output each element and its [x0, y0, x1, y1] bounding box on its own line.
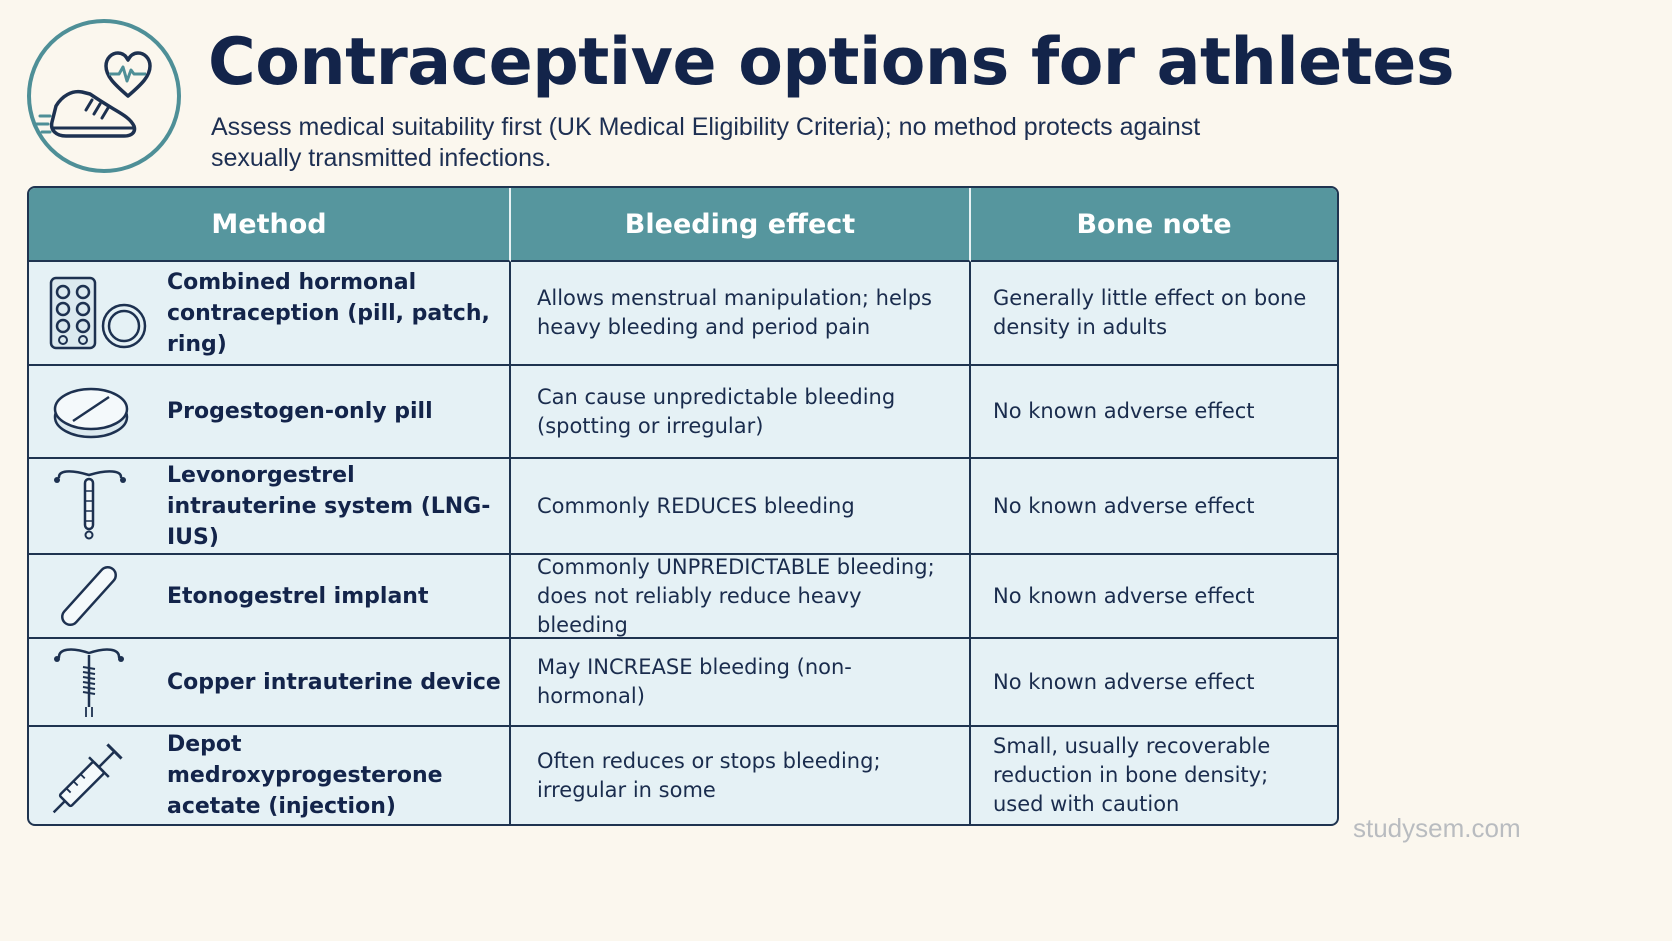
- bone-cell: Small, usually recoverable reduction in …: [993, 734, 1271, 816]
- pill-icon: [45, 373, 149, 451]
- bleeding-cell: Commonly UNPREDICTABLE bleeding; does no…: [511, 555, 971, 639]
- iud-icon: [45, 467, 149, 545]
- running-shoe-heart-icon: [27, 19, 181, 173]
- watermark: studysem.com: [1353, 813, 1521, 843]
- page-subtitle: Assess medical suitability first (UK Med…: [211, 113, 1201, 172]
- copper-iud-icon: [45, 643, 149, 721]
- contraceptive-table: Method Bleeding effect Bone note Combine…: [27, 186, 1339, 826]
- bleeding-cell: Often reduces or stops bleeding; irregul…: [511, 727, 971, 824]
- syringe-icon: [45, 737, 149, 815]
- bone-cell: No known adverse effect: [971, 459, 1337, 555]
- method-name: Etonogestrel implant: [167, 583, 429, 609]
- page-title: Contraceptive options for athletes: [208, 25, 1455, 100]
- bleeding-cell: Can cause unpredictable bleeding (spotti…: [511, 366, 971, 459]
- table-row-method-cell: Levonorgestrel intrauterine system (LNG-…: [29, 459, 511, 555]
- table-row-method-cell: Depot medroxyprogesterone acetate (injec…: [29, 727, 511, 824]
- method-name: Depot medroxyprogesterone acetate (injec…: [167, 732, 443, 819]
- column-header-bone: Bone note: [971, 188, 1337, 262]
- table-row-method-cell: Combined hormonal contraception (pill, p…: [29, 262, 511, 366]
- bleeding-cell: Commonly REDUCES bleeding: [511, 459, 971, 555]
- method-name: Copper intrauterine device: [167, 669, 501, 695]
- method-name: Combined hormonal contraception (pill, p…: [167, 269, 490, 357]
- bone-cell: No known adverse effect: [971, 639, 1337, 727]
- method-name: Progestogen-only pill: [167, 399, 433, 424]
- method-name: Levonorgestrel intrauterine system (LNG-…: [167, 462, 491, 550]
- bone-cell: No known adverse effect: [971, 555, 1337, 639]
- bleeding-cell: May INCREASE bleeding (non-hormonal): [511, 639, 971, 727]
- pill-pack-ring-icon: [45, 274, 149, 352]
- bone-cell: Generally little effect on bone density …: [971, 262, 1337, 366]
- table-row-method-cell: Progestogen-only pill: [29, 366, 511, 459]
- logo: [26, 18, 182, 174]
- column-header-method: Method: [29, 188, 511, 262]
- implant-rod-icon: [45, 557, 149, 635]
- table-row-method-cell: Etonogestrel implant: [29, 555, 511, 639]
- bleeding-cell: Allows menstrual manipulation; helps hea…: [511, 262, 971, 366]
- table-row-method-cell: Copper intrauterine device: [29, 639, 511, 727]
- column-header-bleeding: Bleeding effect: [511, 188, 971, 262]
- bone-cell: No known adverse effect: [971, 366, 1337, 459]
